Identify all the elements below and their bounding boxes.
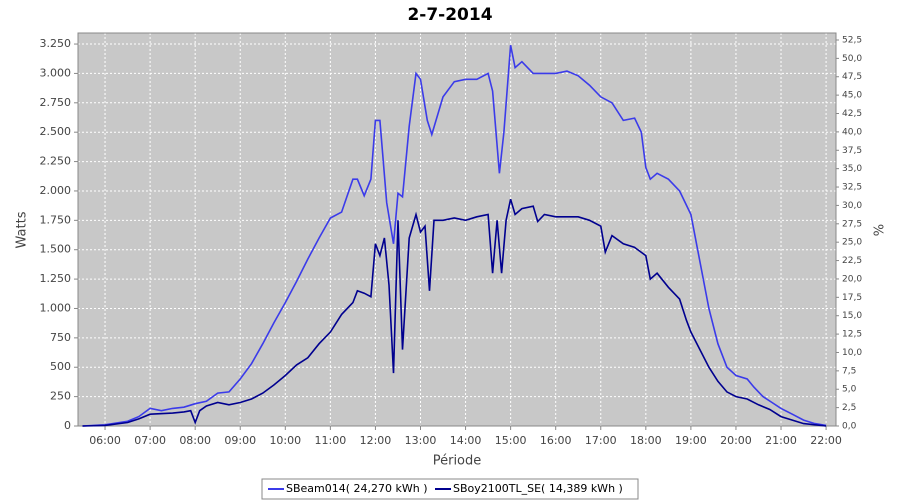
legend-label: SBeam014( 24,270 kWh ) <box>286 482 428 495</box>
x-tick-label: 17:00 <box>585 434 617 447</box>
x-tick-label: 12:00 <box>360 434 392 447</box>
y2-tick-label: 10,0 <box>842 348 862 358</box>
x-tick-label: 13:00 <box>405 434 437 447</box>
y2-tick-label: 45,0 <box>842 91 862 101</box>
y2-tick-label: 17,5 <box>842 293 862 303</box>
x-tick-label: 21:00 <box>765 434 797 447</box>
x-tick-label: 09:00 <box>224 434 256 447</box>
x-tick-label: 16:00 <box>540 434 572 447</box>
x-tick-label: 22:00 <box>810 434 842 447</box>
y-tick-label: 2.500 <box>40 125 72 138</box>
y2-tick-label: 52,5 <box>842 35 862 45</box>
plot-border <box>77 32 837 427</box>
y2-tick-label: 22,5 <box>842 256 862 266</box>
x-tick-label: 10:00 <box>269 434 301 447</box>
y2-tick-label: 0,0 <box>842 422 857 432</box>
y-tick-label: 3.000 <box>40 66 72 79</box>
y2-tick-label: 7,5 <box>842 366 856 376</box>
x-tick-label: 19:00 <box>675 434 707 447</box>
series-line <box>82 45 827 427</box>
y-tick-label: 2.250 <box>40 155 72 168</box>
y-axis-title: Watts <box>15 211 30 248</box>
y-tick-label: 1.500 <box>40 243 72 256</box>
y-tick-label: 1.750 <box>40 213 72 226</box>
y2-tick-label: 25,0 <box>842 238 862 248</box>
y2-tick-label: 20,0 <box>842 274 862 284</box>
x-tick-label: 06:00 <box>89 434 121 447</box>
x-axis-title: Période <box>433 454 482 469</box>
y2-tick-label: 15,0 <box>842 311 862 321</box>
y-tick-label: 2.000 <box>40 184 72 197</box>
x-tick-label: 18:00 <box>630 434 662 447</box>
chart-title: 2-7-2014 <box>407 5 492 25</box>
y-tick-label: 2.750 <box>40 96 72 109</box>
x-tick-label: 15:00 <box>495 434 527 447</box>
y2-tick-label: 35,0 <box>842 164 862 174</box>
y-tick-label: 3.250 <box>40 37 72 50</box>
y2-tick-label: 12,5 <box>842 330 862 340</box>
x-tick-label: 20:00 <box>720 434 752 447</box>
y2-tick-label: 47,5 <box>842 72 862 82</box>
plot-area <box>78 33 836 426</box>
y-tick-label: 250 <box>50 390 71 403</box>
y-tick-label: 750 <box>50 331 71 344</box>
y-tick-label: 0 <box>64 419 71 432</box>
legend-label: SBoy2100TL_SE( 14,389 kWh ) <box>453 482 623 495</box>
series-line <box>82 198 827 427</box>
y-tick-label: 1.250 <box>40 272 72 285</box>
y2-tick-label: 42,5 <box>842 109 862 119</box>
y2-tick-label: 30,0 <box>842 201 862 211</box>
x-tick-label: 07:00 <box>134 434 166 447</box>
y2-tick-label: 5,0 <box>842 385 857 395</box>
y2-tick-label: 32,5 <box>842 183 862 193</box>
y2-tick-label: 27,5 <box>842 219 862 229</box>
x-tick-label: 14:00 <box>450 434 482 447</box>
y2-axis-title: % <box>873 224 888 236</box>
x-tick-label: 11:00 <box>315 434 347 447</box>
y-tick-label: 1.000 <box>40 301 72 314</box>
y2-tick-label: 37,5 <box>842 146 862 156</box>
y2-tick-label: 50,0 <box>842 54 862 64</box>
y2-tick-label: 40,0 <box>842 127 862 137</box>
y-tick-label: 500 <box>50 360 71 373</box>
y2-tick-label: 2,5 <box>842 403 856 413</box>
x-tick-label: 08:00 <box>179 434 211 447</box>
